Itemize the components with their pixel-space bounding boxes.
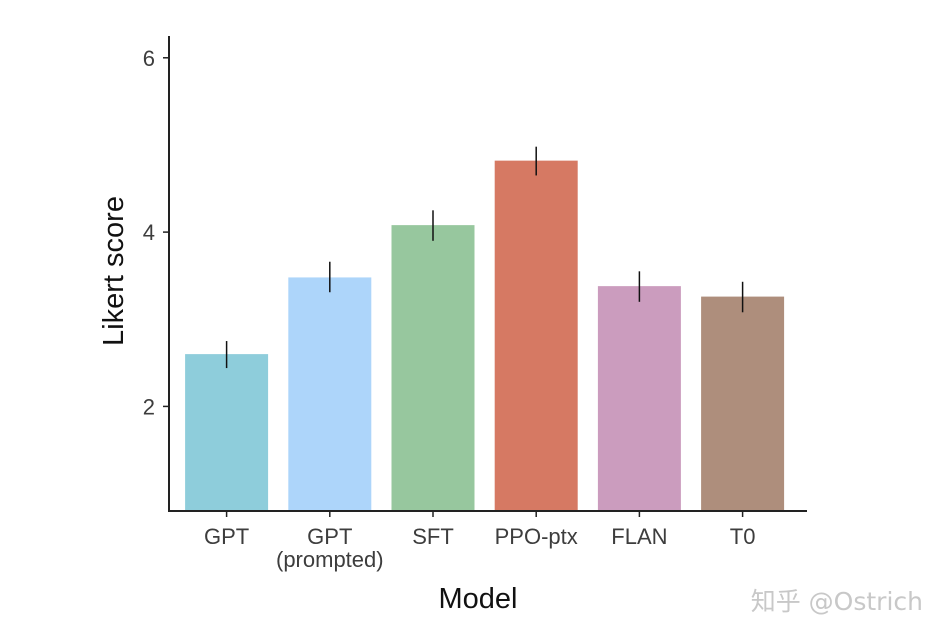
bar-flan [597, 286, 681, 511]
y-tick-label: 6 [143, 46, 155, 71]
y-tick-label: 4 [143, 220, 155, 245]
x-tick-label: PPO-ptx [495, 524, 578, 549]
bar-gpt-prompted [288, 277, 372, 511]
x-tick-label: GPT (prompted) [276, 524, 384, 572]
y-axis-title: Likert score [98, 196, 130, 346]
bar-sft [391, 225, 475, 512]
watermark-text: 知乎 @Ostrich [751, 587, 923, 616]
x-tick-label: T0 [730, 524, 756, 549]
x-axis-title: Model [439, 583, 518, 615]
axes-layer [163, 36, 807, 517]
error-bars-layer [225, 146, 744, 369]
bar-gpt [185, 354, 269, 511]
bar-ppo-ptx [494, 160, 578, 511]
y-tick-label: 2 [143, 394, 155, 419]
x-tick-label: GPT [204, 524, 249, 549]
x-tick-label: FLAN [611, 524, 667, 549]
x-tick-label: SFT [412, 524, 454, 549]
bar-t0 [701, 296, 785, 511]
tick-labels-layer: GPT GPT (prompted) SFT PPO-ptx FLAN T0 2 4 6 [143, 46, 756, 572]
bars-layer [185, 160, 785, 512]
